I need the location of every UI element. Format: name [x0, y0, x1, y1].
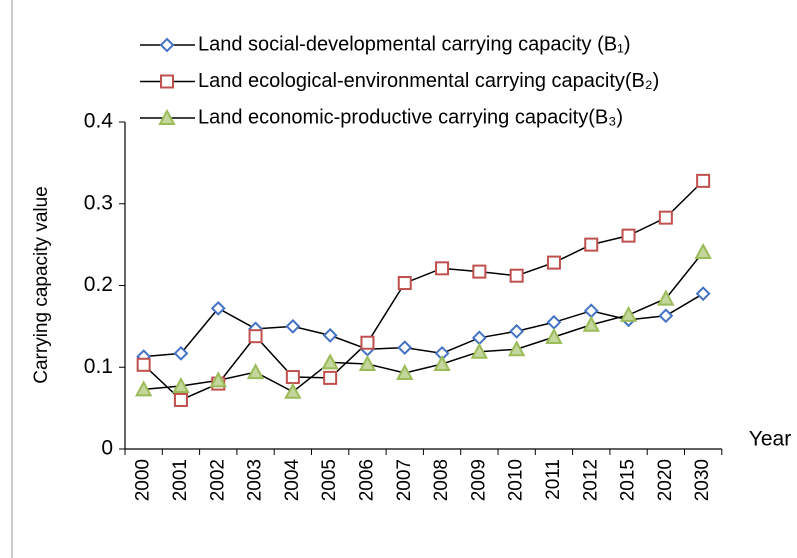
x-tick-label: 2006	[356, 459, 377, 501]
data-point	[284, 382, 302, 399]
data-point	[658, 308, 674, 324]
x-axis-label: Year	[749, 428, 791, 451]
data-point	[619, 305, 638, 322]
x-tick-label: 2004	[282, 459, 303, 502]
data-point	[136, 357, 151, 372]
data-point	[246, 363, 265, 380]
data-point	[509, 268, 524, 283]
y-tick-label: 0.1	[84, 355, 113, 378]
x-tick-label: 2007	[394, 459, 415, 501]
data-point	[696, 173, 711, 188]
x-tick-label: 2011	[543, 459, 564, 500]
data-point	[396, 363, 414, 380]
x-tick-label: 2003	[245, 459, 266, 501]
data-point	[360, 335, 375, 350]
data-point	[358, 354, 377, 371]
data-point	[210, 300, 226, 316]
legend-marker	[160, 74, 174, 89]
legend-label: Land ecological-environmental carrying c…	[198, 70, 659, 92]
data-point	[694, 242, 712, 259]
x-tick-label: 2008	[431, 459, 452, 501]
data-point	[621, 228, 636, 243]
y-tick-label: 0.4	[84, 110, 114, 133]
data-point	[397, 340, 413, 356]
data-point	[584, 237, 599, 252]
series-line	[143, 251, 704, 393]
data-point	[209, 371, 227, 388]
data-point	[134, 380, 153, 397]
data-point	[172, 376, 190, 394]
data-point	[509, 323, 525, 339]
data-point	[695, 286, 711, 302]
series-line	[143, 293, 704, 358]
data-point	[323, 370, 338, 385]
data-point	[322, 327, 338, 343]
data-point	[582, 315, 600, 332]
y-tick-label: 0.2	[84, 273, 113, 296]
x-tick-label: 2005	[319, 459, 340, 501]
x-tick-label: 2001	[170, 459, 191, 501]
y-tick-label: 0	[101, 437, 113, 460]
data-point	[471, 330, 487, 346]
legend-label: Land economic-productive carrying capaci…	[198, 106, 623, 128]
data-point	[173, 345, 189, 361]
x-tick-label: 2010	[506, 459, 527, 501]
data-point	[285, 370, 300, 385]
data-point	[657, 289, 675, 306]
x-tick-label: 2015	[618, 459, 639, 501]
data-point	[507, 340, 526, 357]
legend-marker	[158, 108, 176, 125]
data-point	[583, 303, 599, 319]
data-point	[435, 261, 450, 276]
data-point	[285, 318, 301, 334]
data-point	[470, 342, 489, 359]
series-line	[143, 180, 704, 401]
y-tick-label: 0.3	[84, 191, 113, 214]
x-tick-label: 2000	[133, 459, 154, 501]
data-point	[658, 210, 673, 225]
x-tick-label: 2002	[207, 459, 228, 501]
x-tick-label: 2009	[468, 459, 489, 501]
y-axis-label: Carrying capacity value	[31, 186, 52, 383]
data-point	[321, 353, 339, 370]
data-point	[546, 314, 562, 330]
data-point	[433, 354, 451, 371]
data-point	[248, 329, 263, 344]
data-point	[546, 255, 561, 270]
x-tick-label: 2030	[692, 459, 713, 501]
legend-label: Land social-developmental carrying capac…	[198, 33, 631, 55]
x-tick-label: 2012	[580, 459, 601, 501]
data-point	[173, 392, 188, 407]
x-tick-label: 2020	[655, 459, 676, 501]
data-point	[397, 276, 412, 291]
data-point	[545, 327, 563, 345]
data-point	[472, 264, 487, 279]
legend-marker	[159, 37, 175, 53]
